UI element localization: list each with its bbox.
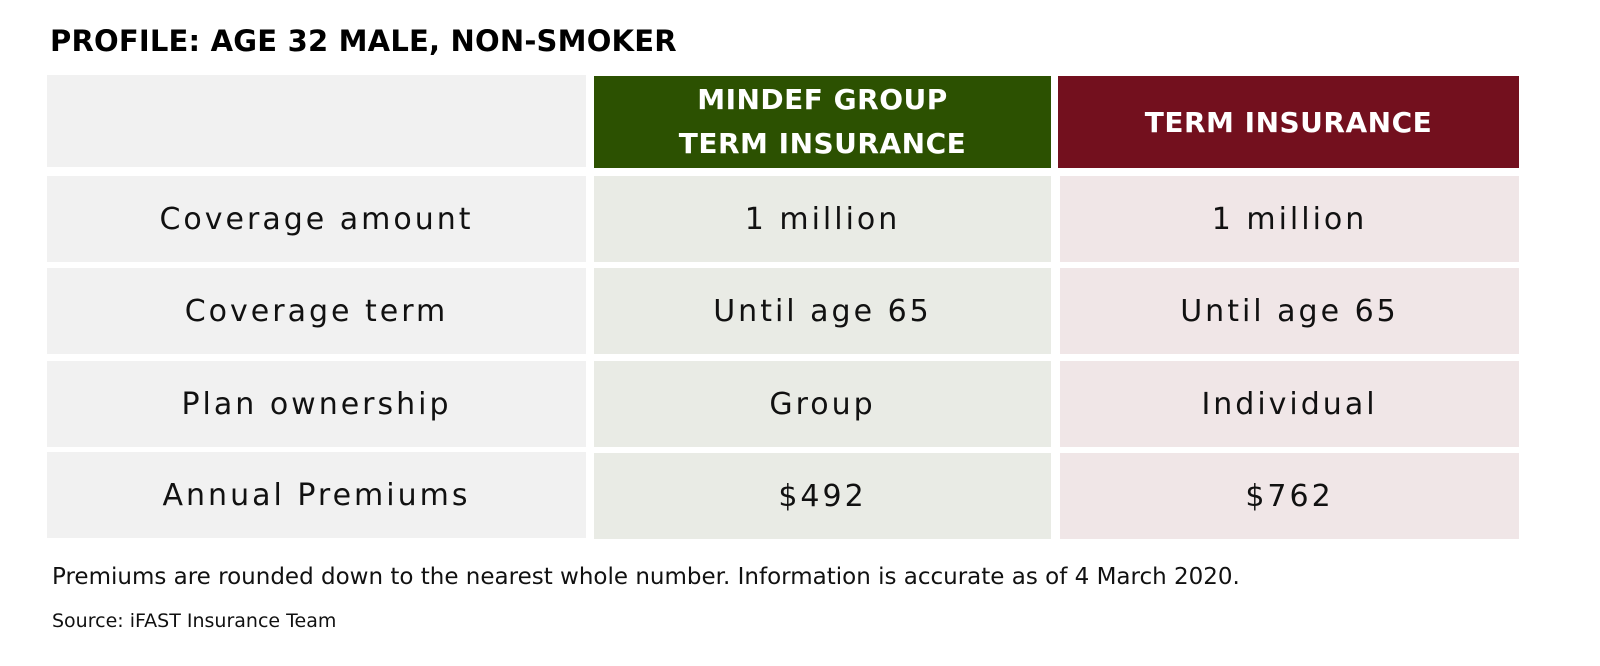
term-value: Until age 65: [1180, 293, 1399, 329]
header-mindef-group-term: MINDEF GROUP TERM INSURANCE: [594, 76, 1051, 168]
row-label-text: Coverage amount: [159, 201, 474, 237]
term-coverage-amount: 1 million: [1060, 176, 1519, 262]
mindef-value: 1 million: [744, 201, 901, 237]
mindef-annual-premiums: $492: [594, 453, 1051, 539]
profile-title: PROFILE: AGE 32 MALE, NON-SMOKER: [50, 24, 677, 58]
row-label-coverage-amount: Coverage amount: [47, 176, 586, 262]
term-annual-premiums: $762: [1060, 453, 1519, 539]
row-label-text: Plan ownership: [181, 386, 452, 422]
term-value: $762: [1245, 478, 1334, 514]
term-plan-ownership: Individual: [1060, 361, 1519, 447]
row-label-annual-premiums: Annual Premiums: [47, 452, 586, 538]
term-value: 1 million: [1211, 201, 1368, 237]
mindef-value: $492: [778, 478, 867, 514]
header-term-label: TERM INSURANCE: [1144, 105, 1433, 139]
mindef-plan-ownership: Group: [594, 361, 1051, 447]
mindef-coverage-amount: 1 million: [594, 176, 1051, 262]
mindef-value: Until age 65: [713, 293, 932, 329]
footnote: Premiums are rounded down to the nearest…: [52, 564, 1240, 590]
term-coverage-term: Until age 65: [1060, 268, 1519, 354]
mindef-value: Group: [769, 386, 876, 422]
row-label-text: Annual Premiums: [162, 477, 471, 513]
source-line: Source: iFAST Insurance Team: [52, 610, 337, 632]
header-term-insurance: TERM INSURANCE: [1058, 76, 1519, 168]
row-label-coverage-term: Coverage term: [47, 268, 586, 354]
term-value: Individual: [1201, 386, 1378, 422]
header-mindef-line1: MINDEF GROUP: [697, 83, 948, 116]
header-mindef-line2: TERM INSURANCE: [678, 127, 967, 160]
row-label-text: Coverage term: [184, 293, 449, 329]
row-label-plan-ownership: Plan ownership: [47, 361, 586, 447]
header-blank-cell: [47, 75, 586, 167]
mindef-coverage-term: Until age 65: [594, 268, 1051, 354]
